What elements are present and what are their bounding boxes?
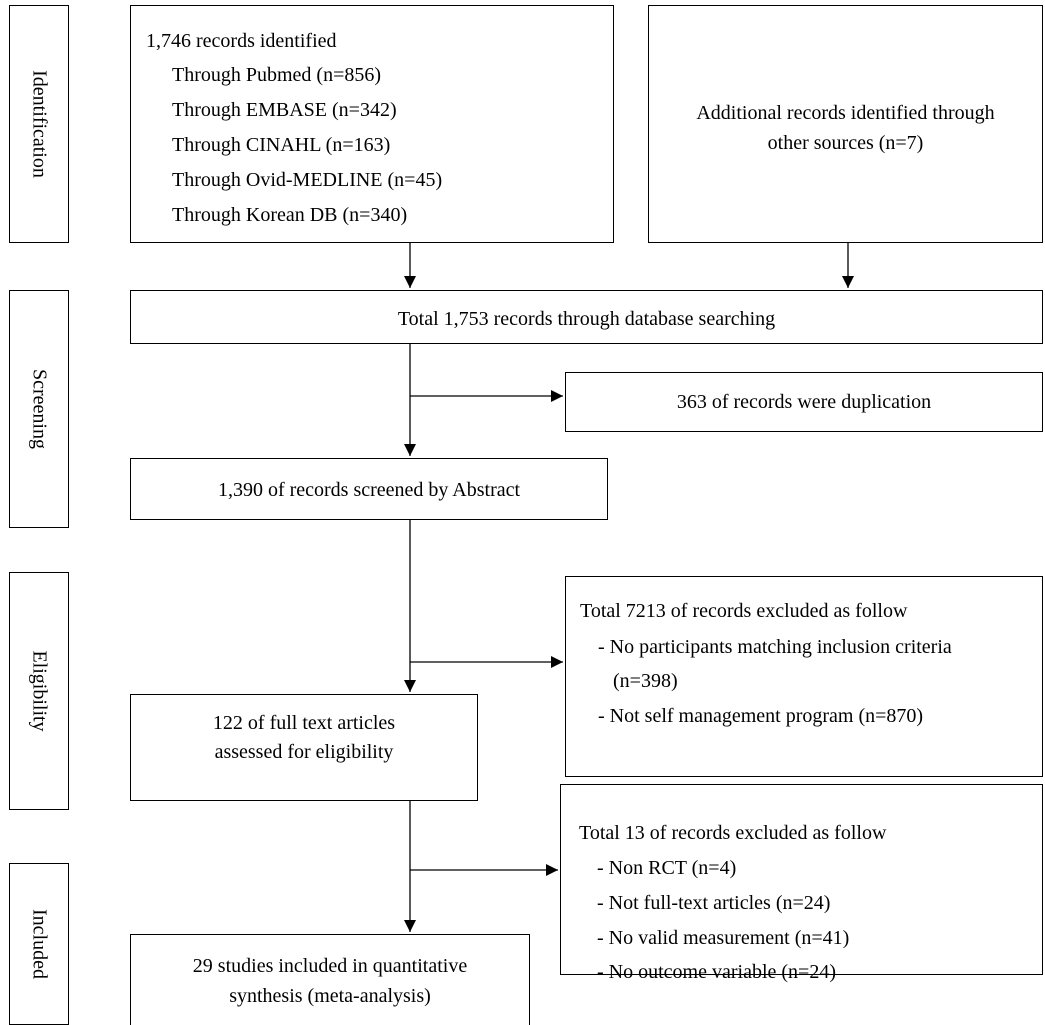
excluded-2-title: Total 13 of records excluded as follow xyxy=(579,822,887,844)
additional-records-line2: other sources (n=7) xyxy=(767,132,924,154)
excluded-box-1 xyxy=(565,576,1043,777)
fulltext-line2: assessed for eligibility xyxy=(214,741,394,763)
duplication-label: 363 of records were duplication xyxy=(676,391,932,413)
stage-identification: Identification xyxy=(9,5,69,243)
included-line1: 29 studies included in quantitative xyxy=(192,955,468,977)
fulltext-line1: 122 of full text articles xyxy=(212,712,396,734)
source-ovid-medline: Through Ovid-MEDLINE (n=45) xyxy=(172,169,443,191)
source-korean-db: Through Korean DB (n=340) xyxy=(172,204,408,226)
fulltext-box xyxy=(130,694,478,801)
source-embase: Through EMBASE (n=342) xyxy=(172,99,397,121)
source-pubmed: Through Pubmed (n=856) xyxy=(172,64,382,86)
excluded-2-item-2: - Not full-text articles (n=24) xyxy=(597,892,831,914)
identification-box xyxy=(130,5,614,243)
additional-records-box xyxy=(648,5,1043,243)
additional-records-line1: Additional records identified through xyxy=(696,102,995,124)
excluded-box-2 xyxy=(560,784,1043,975)
total-records-box xyxy=(130,290,1043,344)
identification-title: 1,746 records identified xyxy=(146,30,337,52)
excluded-1-title: Total 7213 of records excluded as follow xyxy=(580,600,908,622)
excluded-1-item-2: - Not self management program (n=870) xyxy=(598,705,924,727)
total-records-label: Total 1,753 records through database sea… xyxy=(397,308,776,330)
excluded-2-item-1: - Non RCT (n=4) xyxy=(597,857,737,879)
included-line2: synthesis (meta-analysis) xyxy=(229,985,431,1007)
excluded-2-item-3: - No valid measurement (n=41) xyxy=(597,927,850,949)
stage-screening: Screening xyxy=(9,290,69,528)
included-box xyxy=(130,934,530,1025)
screened-label: 1,390 of records screened by Abstract xyxy=(217,479,521,501)
excluded-1-item-1-count: (n=398) xyxy=(613,670,678,692)
excluded-1-item-1: - No participants matching inclusion cri… xyxy=(598,636,952,658)
screened-box xyxy=(130,458,608,520)
stage-eligibility: Eligibility xyxy=(9,572,69,810)
duplication-box xyxy=(565,372,1043,432)
excluded-2-item-4: - No outcome variable (n=24) xyxy=(597,961,836,983)
source-cinahl: Through CINAHL (n=163) xyxy=(172,134,391,156)
